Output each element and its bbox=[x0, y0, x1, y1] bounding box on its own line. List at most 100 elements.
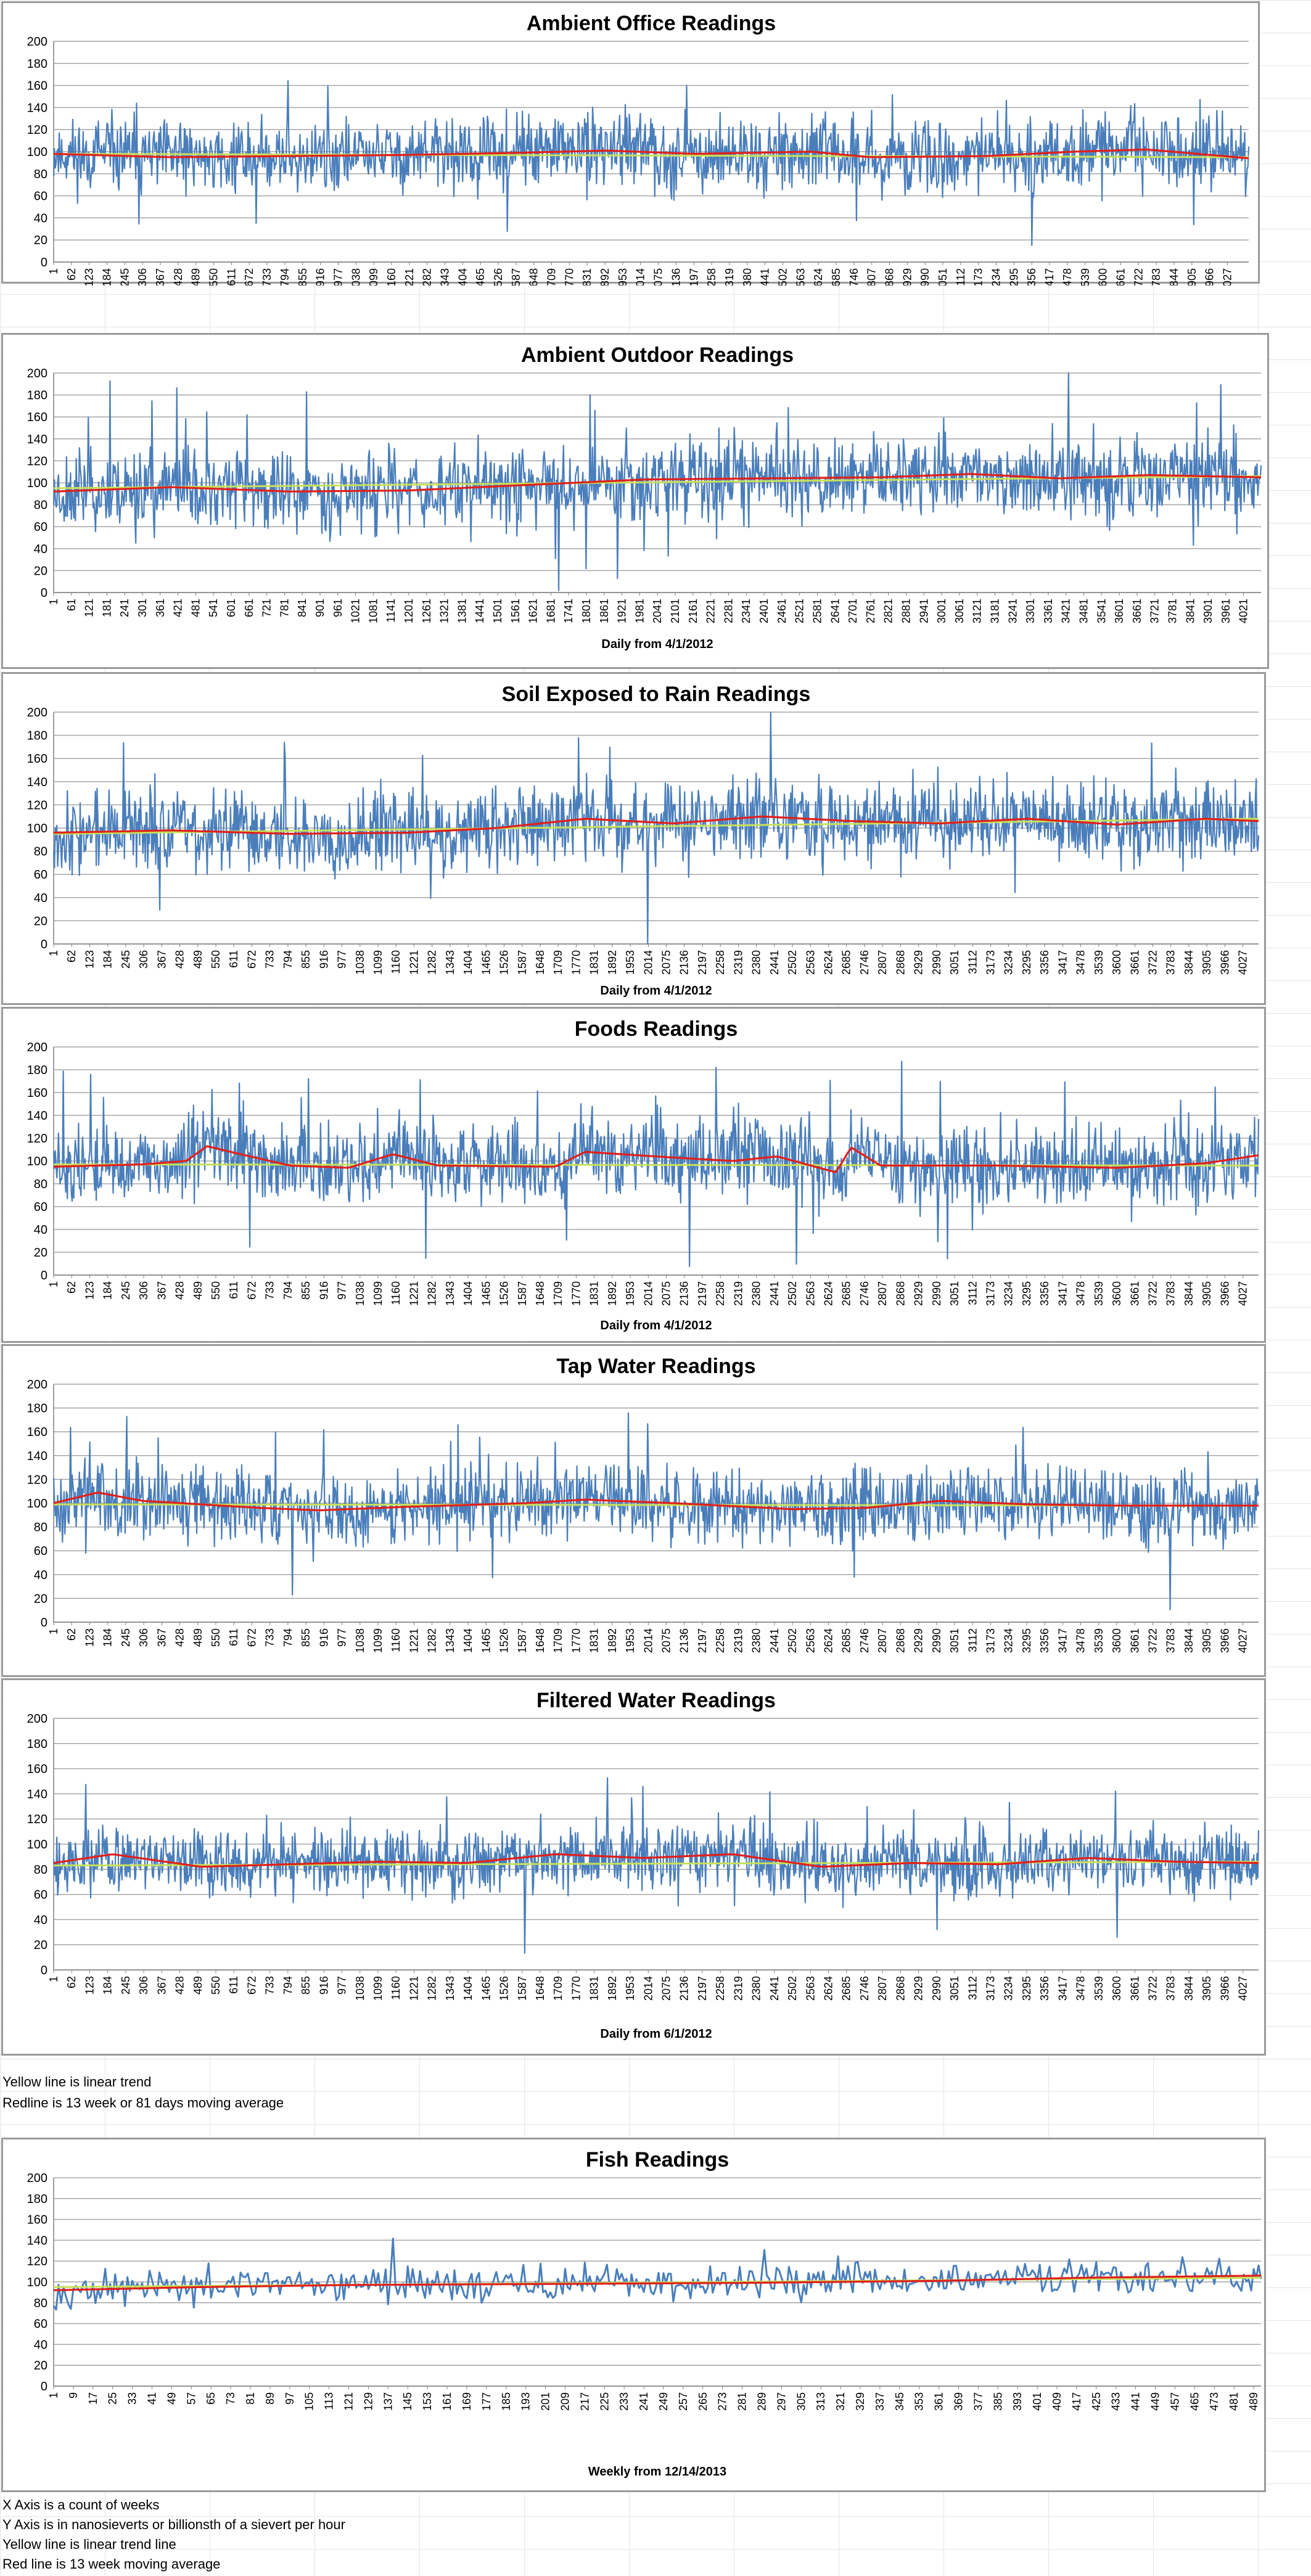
series-readings bbox=[52, 1060, 1260, 1267]
y-tick-label: 120 bbox=[27, 2255, 47, 2268]
x-tick-label: 3051 bbox=[948, 1281, 961, 1306]
x-tick-label: 1282 bbox=[426, 1628, 438, 1653]
x-tick-label: 2136 bbox=[678, 950, 691, 975]
x-tick-label: 1141 bbox=[385, 599, 397, 623]
x-tick-label: 3541 bbox=[1095, 599, 1108, 623]
x-tick-label: 1831 bbox=[581, 268, 593, 285]
x-tick-label: 1709 bbox=[552, 950, 564, 975]
x-tick-label: 1221 bbox=[408, 1976, 420, 2001]
x-tick-label: 3173 bbox=[985, 1281, 997, 1306]
x-tick-label: 601 bbox=[225, 599, 237, 617]
x-tick-label: 433 bbox=[1110, 2392, 1122, 2411]
x-tick-label: 2746 bbox=[858, 1976, 871, 2001]
x-tick-label: 3421 bbox=[1060, 599, 1072, 623]
y-tick-label: 40 bbox=[34, 1223, 47, 1237]
x-tick-label: 1404 bbox=[456, 268, 469, 285]
x-tick-label: 428 bbox=[174, 1976, 186, 1995]
x-tick-label: 409 bbox=[1051, 2392, 1063, 2411]
y-tick-label: 160 bbox=[27, 411, 47, 424]
x-tick-label: 3783 bbox=[1165, 1628, 1177, 1653]
x-tick-label: 1770 bbox=[570, 1976, 582, 2001]
x-tick-label: 916 bbox=[318, 950, 330, 969]
x-tick-label: 3966 bbox=[1219, 950, 1231, 975]
y-tick-label: 180 bbox=[27, 57, 47, 71]
x-tick-label: 428 bbox=[174, 1281, 186, 1300]
x-tick-label: 1465 bbox=[480, 1281, 492, 1306]
x-tick-label: 73 bbox=[224, 2392, 237, 2405]
x-tick-label: 2136 bbox=[670, 268, 682, 285]
x-tick-label: 3539 bbox=[1093, 1281, 1105, 1306]
x-tick-label: 2746 bbox=[858, 1628, 871, 1653]
x-tick-label: 2641 bbox=[829, 599, 841, 623]
x-tick-label: 3539 bbox=[1093, 1976, 1105, 2001]
x-tick-label: 2929 bbox=[913, 1976, 925, 2001]
x-tick-label: 2746 bbox=[848, 268, 860, 285]
x-tick-label: 2868 bbox=[894, 1628, 906, 1653]
x-tick-label: 1892 bbox=[599, 268, 611, 285]
x-tick-label: 3356 bbox=[1038, 950, 1051, 975]
x-tick-label: 1770 bbox=[563, 268, 575, 285]
x-tick-label: 1953 bbox=[624, 1976, 636, 2001]
x-tick-label: 3417 bbox=[1043, 268, 1056, 285]
x-tick-label: 2685 bbox=[840, 1976, 853, 2001]
x-tick-label: 550 bbox=[210, 950, 222, 969]
x-tick-label: 245 bbox=[120, 950, 132, 969]
x-tick-label: 781 bbox=[278, 599, 290, 617]
y-tick-label: 0 bbox=[41, 2380, 47, 2393]
x-tick-label: 353 bbox=[913, 2392, 926, 2411]
x-tick-label: 1501 bbox=[491, 599, 504, 623]
y-tick-label: 40 bbox=[34, 1569, 47, 1582]
x-tick-label: 661 bbox=[243, 599, 255, 617]
x-tick-label: 137 bbox=[382, 2392, 394, 2411]
x-axis-title: Weekly from 12/14/2013 bbox=[588, 2465, 726, 2479]
y-tick-label: 20 bbox=[34, 234, 47, 247]
x-tick-label: 1038 bbox=[354, 950, 366, 975]
x-tick-label: 481 bbox=[1228, 2392, 1240, 2411]
x-tick-label: 1343 bbox=[444, 1628, 456, 1653]
chart-svg: Tap Water Readings 0 20 40 60 80 100 120 140 160 1… bbox=[27, 1355, 1260, 1653]
moving-average-line bbox=[53, 1853, 1259, 1868]
x-tick-label: 1465 bbox=[480, 1976, 492, 2001]
x-tick-label: 3961 bbox=[1220, 599, 1232, 623]
x-tick-label: 3234 bbox=[1003, 1628, 1015, 1653]
y-tick-label: 20 bbox=[34, 2359, 47, 2373]
y-tick-label: 60 bbox=[34, 190, 47, 203]
x-tick-label: 2502 bbox=[776, 268, 789, 285]
x-tick-label: 367 bbox=[155, 1976, 168, 1995]
chart-title: Ambient Outdoor Readings bbox=[521, 343, 794, 367]
x-tick-label: 257 bbox=[677, 2392, 689, 2411]
chart-svg: Ambient Office Readings02040608010012014… bbox=[27, 12, 1250, 285]
x-tick-label: 1038 bbox=[354, 1976, 366, 2001]
x-tick-label: 89 bbox=[264, 2392, 276, 2405]
x-tick-label: 105 bbox=[303, 2392, 316, 2411]
x-tick-label: 1038 bbox=[350, 268, 362, 285]
x-tick-label: 1587 bbox=[516, 1281, 528, 1306]
y-tick-label: 120 bbox=[27, 1813, 47, 1826]
x-tick-label: 337 bbox=[874, 2392, 886, 2411]
x-tick-label: 1892 bbox=[606, 950, 619, 975]
y-tick-label: 160 bbox=[27, 1763, 47, 1776]
x-tick-label: 916 bbox=[314, 268, 327, 285]
x-tick-label: 3600 bbox=[1097, 268, 1109, 285]
x-tick-label: 428 bbox=[174, 1628, 186, 1647]
x-tick-label: 1831 bbox=[588, 1628, 601, 1653]
x-tick-label: 1587 bbox=[510, 268, 522, 285]
x-tick-label: 61 bbox=[65, 599, 78, 611]
x-tick-label: 1404 bbox=[462, 1976, 474, 2001]
x-tick-label: 855 bbox=[300, 950, 312, 969]
x-tick-label: 3600 bbox=[1111, 950, 1123, 975]
x-tick-label: 3061 bbox=[953, 599, 966, 623]
x-tick-label: 3783 bbox=[1165, 950, 1177, 975]
x-tick-label: 3661 bbox=[1128, 1628, 1141, 1653]
y-tick-label: 140 bbox=[27, 1787, 47, 1801]
x-tick-label: 2868 bbox=[894, 1976, 906, 2001]
moving-average-line bbox=[53, 1491, 1259, 1512]
x-tick-label: 2221 bbox=[705, 599, 717, 623]
x-tick-label: 1038 bbox=[354, 1281, 366, 1306]
moving-average-line bbox=[53, 2275, 1261, 2292]
x-tick-label: 489 bbox=[1247, 2392, 1260, 2411]
y-tick-label: 120 bbox=[27, 1132, 47, 1146]
x-tick-label: 1381 bbox=[456, 599, 468, 623]
x-tick-label: 3295 bbox=[1021, 1976, 1033, 2001]
x-tick-label: 2041 bbox=[651, 599, 664, 623]
